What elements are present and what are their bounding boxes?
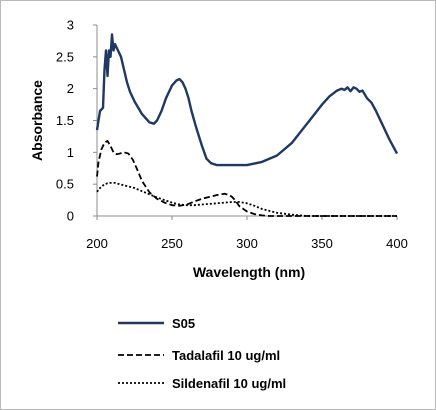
x-tick-label: 200	[86, 236, 108, 251]
y-tick-label: 0	[67, 209, 74, 224]
legend: S05 Tadalafil 10 ug/ml Sildenafil 10 ug/…	[118, 316, 286, 391]
y-axis-title: Absorbance	[29, 80, 45, 161]
plot-area: 0 0.5 1 1.5 2 2.5 3 200 250 300 350 400	[56, 18, 408, 252]
x-tick-label: 400	[386, 236, 408, 251]
y-tick-label: 1.5	[56, 113, 74, 128]
y-tick-label: 2	[67, 81, 74, 96]
x-tick-label: 250	[161, 236, 183, 251]
x-axis-title: Wavelength (nm)	[193, 264, 305, 280]
legend-label-s05: S05	[172, 316, 195, 331]
series-line-sildenafil-10-ug-ml	[96, 181, 397, 217]
y-tick-label: 0.5	[56, 177, 74, 192]
y-tick-label: 2.5	[56, 49, 74, 64]
x-tick-label: 300	[236, 236, 258, 251]
series-line-tadalafil-10-ug-ml	[96, 139, 397, 217]
legend-label-tadalafil: Tadalafil 10 ug/ml	[172, 348, 280, 363]
series-line-s05	[95, 33, 399, 167]
legend-label-sildenafil: Sildenafil 10 ug/ml	[172, 376, 286, 391]
y-tick-label: 1	[67, 145, 74, 160]
y-tick-label: 3	[67, 18, 74, 33]
x-tick-label: 350	[311, 236, 333, 251]
